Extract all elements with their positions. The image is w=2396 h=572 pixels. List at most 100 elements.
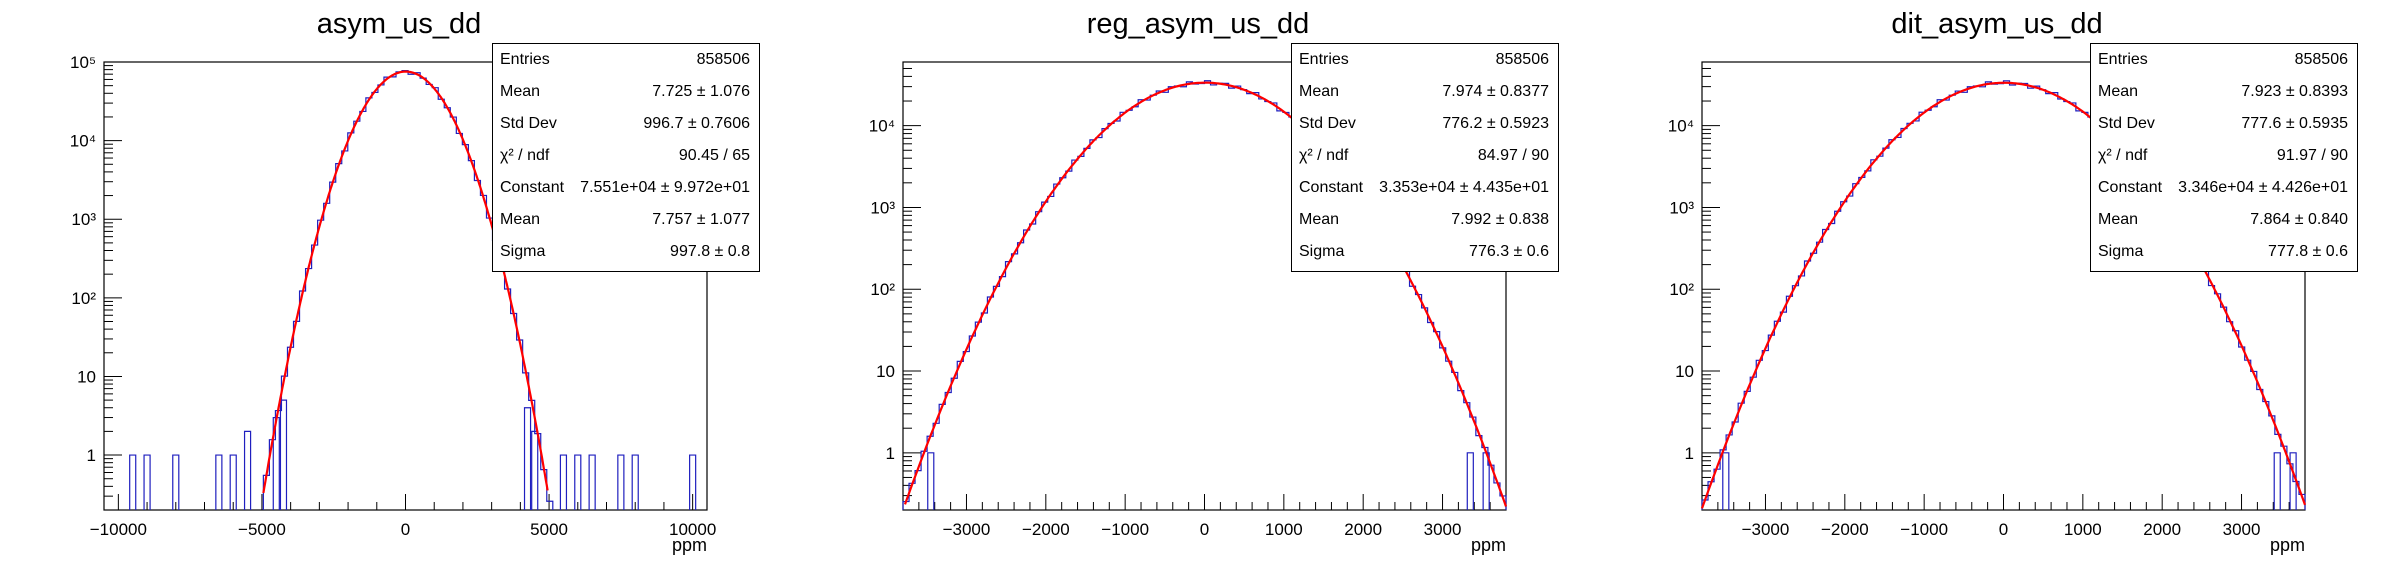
stats-value: 90.45 / 65: [678, 147, 750, 164]
stats-row: Entries 858506: [2091, 44, 2357, 76]
stats-value: 84.97 / 90: [1477, 147, 1549, 164]
histogram-panel-dit-asym-us-dd: dit_asym_us_dd −3000 −2000 −1000 0 1000 2000 3…: [1598, 0, 2396, 572]
y-tick-label: 10³: [870, 198, 895, 217]
x-axis-label: ppm: [671, 535, 707, 555]
histogram-outlier-bin: [143, 454, 151, 510]
histogram-outlier-bin: [172, 454, 180, 510]
stats-key: Mean: [2098, 83, 2139, 100]
x-tick-label: 5000: [530, 520, 568, 539]
histogram-outlier-bin: [531, 430, 539, 510]
y-tick-label: 10³: [1669, 198, 1694, 217]
x-tick-label: −1000: [1900, 520, 1948, 539]
stats-row: Mean 7.974 ± 0.8377: [1292, 76, 1558, 108]
stats-box: Entries 858506 Mean 7.923 ± 0.8393 Std Dev 77…: [2090, 43, 2358, 272]
histogram-plot: −3000 −2000 −1000 0 1000 2000 3000 1 10 10² 10³ 10⁴: [1668, 61, 2307, 539]
stats-value: 997.8 ± 0.8: [670, 243, 750, 260]
x-tick-label: 0: [1200, 520, 1209, 539]
histogram-outlier-bin: [588, 454, 596, 510]
stats-key: Std Dev: [500, 115, 557, 132]
y-tick-label: 10²: [71, 289, 96, 308]
y-tick-label: 10⁴: [1668, 117, 1694, 136]
stats-key: Mean: [2098, 211, 2139, 228]
y-tick-label: 10²: [870, 280, 895, 299]
stats-key: Constant: [1299, 179, 1364, 196]
stats-key: Entries: [1299, 51, 1349, 68]
x-tick-label: −3000: [1742, 520, 1790, 539]
histogram-outlier-bin: [1466, 452, 1474, 510]
x-tick-label: −5000: [238, 520, 286, 539]
chart-title: reg_asym_us_dd: [1086, 8, 1310, 40]
stats-value: 776.3 ± 0.6: [1469, 243, 1549, 260]
stats-value: 91.97 / 90: [2276, 147, 2348, 164]
stats-row: Constant 7.551e+04 ± 9.972e+01: [493, 172, 759, 204]
stats-row: χ² / ndf 90.45 / 65: [493, 140, 759, 172]
x-tick-label: −10000: [90, 520, 147, 539]
histogram-outlier-bin: [279, 399, 288, 510]
stats-value: 7.992 ± 0.838: [1451, 211, 1549, 228]
stats-row: Mean 7.992 ± 0.838: [1292, 204, 1558, 236]
stats-value: 858506: [696, 51, 750, 68]
x-tick-label: 1000: [1265, 520, 1303, 539]
y-tick-label: 10⁴: [869, 117, 895, 136]
x-tick-label: 3000: [1424, 520, 1462, 539]
x-tick-label: −2000: [1821, 520, 1869, 539]
stats-key: Mean: [1299, 83, 1340, 100]
histogram-panel-asym-us-dd: asym_us_dd −10000 −5000 0 5000 10000 1 10 10² 10…: [0, 0, 798, 572]
histogram-outlier-bin: [689, 454, 697, 510]
stats-key: Constant: [500, 179, 565, 196]
histogram-outlier-bin: [129, 454, 137, 510]
stats-row: χ² / ndf 84.97 / 90: [1292, 140, 1558, 172]
stats-row: Std Dev 996.7 ± 0.7606: [493, 108, 759, 140]
histogram-outlier-bin: [1722, 452, 1730, 510]
histogram-outlier-bin: [559, 454, 568, 510]
stats-value: 996.7 ± 0.7606: [643, 115, 750, 132]
stats-key: Constant: [2098, 179, 2163, 196]
stats-row: Sigma 997.8 ± 0.8: [493, 236, 759, 268]
y-tick-label: 10⁴: [70, 132, 96, 151]
y-tick-label: 10²: [1669, 280, 1694, 299]
histogram-outlier-bin: [927, 452, 935, 510]
stats-row: Std Dev 777.6 ± 0.5935: [2091, 108, 2357, 140]
stats-row: Constant 3.353e+04 ± 4.435e+01: [1292, 172, 1558, 204]
histogram-outlier-bin: [2273, 452, 2281, 510]
stats-value: 7.757 ± 1.077: [652, 211, 750, 228]
y-tick-label: 1: [1685, 444, 1694, 463]
stats-box: Entries 858506 Mean 7.725 ± 1.076 Std Dev 996…: [492, 43, 760, 272]
stats-row: Mean 7.757 ± 1.077: [493, 204, 759, 236]
stats-key: Mean: [1299, 211, 1340, 228]
stats-row: Sigma 776.3 ± 0.6: [1292, 236, 1558, 268]
stats-key: χ² / ndf: [500, 147, 550, 164]
histogram-outlier-bin: [574, 454, 582, 510]
x-tick-label: 10000: [669, 520, 716, 539]
stats-key: Sigma: [500, 243, 546, 260]
chart-title: asym_us_dd: [316, 8, 482, 40]
stats-key: χ² / ndf: [1299, 147, 1349, 164]
x-tick-label: 2000: [1344, 520, 1382, 539]
y-tick-label: 10: [1675, 362, 1694, 381]
y-tick-label: 10: [77, 367, 96, 386]
stats-row: Mean 7.923 ± 0.8393: [2091, 76, 2357, 108]
stats-value: 858506: [1495, 51, 1549, 68]
stats-key: Mean: [500, 83, 541, 100]
histogram-outlier-bin: [617, 454, 625, 510]
stats-row: Mean 7.725 ± 1.076: [493, 76, 759, 108]
y-tick-label: 10: [876, 362, 895, 381]
stats-row: Mean 7.864 ± 0.840: [2091, 204, 2357, 236]
histogram-outlier-bin: [631, 454, 639, 510]
stats-key: Std Dev: [2098, 115, 2155, 132]
stats-box: Entries 858506 Mean 7.974 ± 0.8377 Std Dev 77…: [1291, 43, 1559, 272]
y-tick-label: 10⁵: [70, 53, 96, 72]
histogram-panel-reg-asym-us-dd: reg_asym_us_dd −3000 −2000 −1000 0 1000 2000 3…: [799, 0, 1597, 572]
y-tick-label: 1: [886, 444, 895, 463]
stats-row: Constant 3.346e+04 ± 4.426e+01: [2091, 172, 2357, 204]
histogram-outlier-bin: [229, 454, 237, 510]
y-tick-label: 10³: [71, 210, 96, 229]
stats-key: Sigma: [2098, 243, 2144, 260]
stats-value: 7.551e+04 ± 9.972e+01: [580, 179, 750, 196]
histogram-outlier-bin: [215, 454, 223, 510]
stats-value: 7.725 ± 1.076: [652, 83, 750, 100]
stats-row: Entries 858506: [1292, 44, 1558, 76]
stats-key: Sigma: [1299, 243, 1345, 260]
stats-value: 3.346e+04 ± 4.426e+01: [2178, 179, 2348, 196]
histogram-outlier-bin: [243, 430, 252, 510]
